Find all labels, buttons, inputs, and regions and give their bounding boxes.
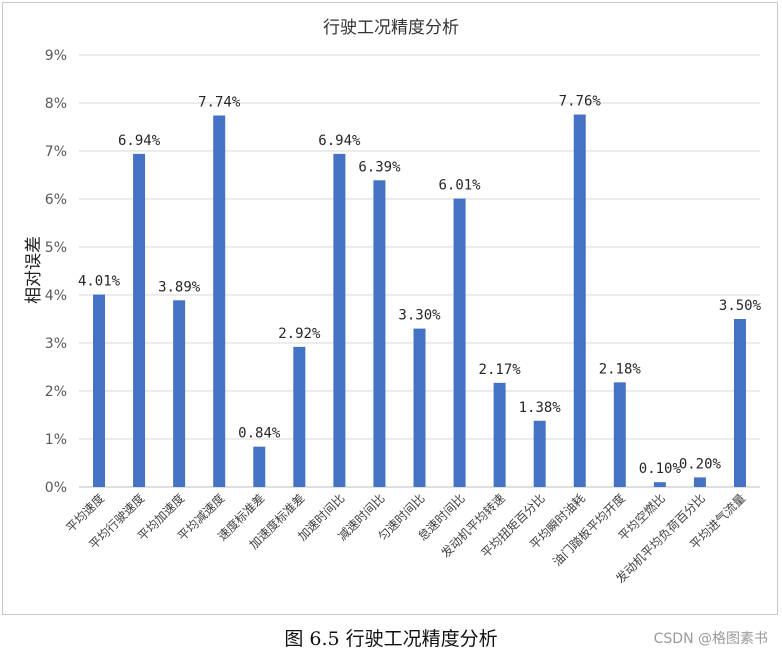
bar (93, 294, 106, 487)
y-tick-label: 8% (45, 96, 67, 112)
data-label: 6.39% (358, 159, 401, 175)
data-label: 7.76% (559, 94, 602, 110)
bar (693, 477, 706, 487)
bar (733, 319, 746, 487)
y-tick-labels: 0% 1% 2% 3% 4% 5% 6% 7% 8% 9% (45, 48, 67, 496)
y-tick-label: 3% (45, 336, 67, 352)
data-label: 2.17% (479, 362, 522, 378)
y-tick-label: 4% (45, 288, 67, 304)
y-tick-label: 2% (45, 384, 67, 400)
y-tick-label: 5% (45, 240, 67, 256)
y-tick-label: 1% (45, 432, 67, 448)
bar (213, 115, 226, 487)
y-tick-label: 7% (45, 144, 67, 160)
chart-frame (2, 2, 778, 615)
data-label: 6.94% (318, 133, 361, 149)
data-label: 3.50% (719, 298, 762, 314)
data-label: 0.84% (238, 426, 281, 442)
bar (333, 153, 346, 487)
watermark: CSDN @格图素书 (653, 631, 768, 647)
bar (173, 300, 186, 487)
data-label: 1.38% (519, 400, 562, 416)
bar (653, 482, 666, 487)
data-label: 2.18% (599, 361, 642, 377)
chart-title: 行驶工况精度分析 (323, 18, 459, 38)
y-axis-label: 相对误差 (24, 236, 44, 304)
bar (413, 328, 426, 487)
bar-chart: 行驶工况精度分析 相对误差 0% 1% 2% 3% 4% 5% 6% 7% 8% 9% 4.01%… (24, 18, 762, 586)
data-label: 6.94% (118, 133, 161, 149)
data-label: 0.10% (639, 461, 682, 477)
x-tick-label: 油门踏板平均开度 (549, 491, 627, 569)
bars (93, 114, 746, 488)
figure-caption: 图 6.5 行驶工况精度分析 (284, 628, 498, 650)
gridlines (79, 54, 760, 488)
data-label: 3.30% (398, 308, 441, 324)
data-label: 3.89% (158, 279, 201, 295)
bar (533, 420, 546, 487)
data-label: 7.74% (198, 94, 241, 110)
y-tick-label: 6% (45, 192, 67, 208)
data-label: 4.01% (78, 274, 121, 290)
bar (373, 180, 386, 487)
y-tick-label: 9% (45, 48, 67, 64)
data-label: 6.01% (438, 178, 481, 194)
bar (613, 382, 626, 487)
bar (133, 153, 146, 487)
bar (253, 446, 266, 487)
data-label: 2.92% (278, 326, 321, 342)
bar (453, 198, 466, 487)
bar (293, 346, 306, 487)
bar (573, 114, 586, 488)
data-label: 0.20% (679, 456, 722, 472)
y-tick-label: 0% (45, 480, 67, 496)
bar (493, 382, 506, 487)
data-labels: 4.01% 6.94% 3.89% 7.74% 0.84% 2.92% 6.94% 6.39%… (78, 94, 762, 478)
x-tick-labels: 平均速度平均行驶速度平均加速度平均减速度速度标准差加速度标准差加速时间比减速时间… (63, 491, 748, 586)
